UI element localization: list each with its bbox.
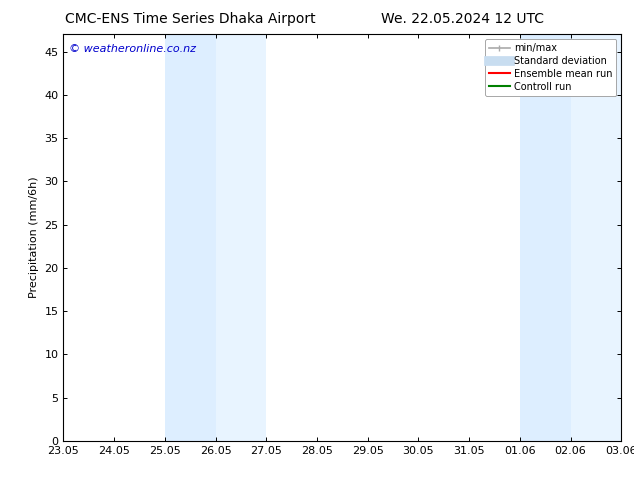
Bar (216, 34, 266, 441)
Bar (165, 34, 216, 441)
Legend: min/max, Standard deviation, Ensemble mean run, Controll run: min/max, Standard deviation, Ensemble me… (485, 39, 616, 96)
Bar (520, 34, 571, 441)
Text: We. 22.05.2024 12 UTC: We. 22.05.2024 12 UTC (381, 12, 545, 26)
Text: CMC-ENS Time Series Dhaka Airport: CMC-ENS Time Series Dhaka Airport (65, 12, 316, 26)
Bar (571, 34, 621, 441)
Y-axis label: Precipitation (mm/6h): Precipitation (mm/6h) (29, 177, 39, 298)
Text: © weatheronline.co.nz: © weatheronline.co.nz (69, 45, 196, 54)
